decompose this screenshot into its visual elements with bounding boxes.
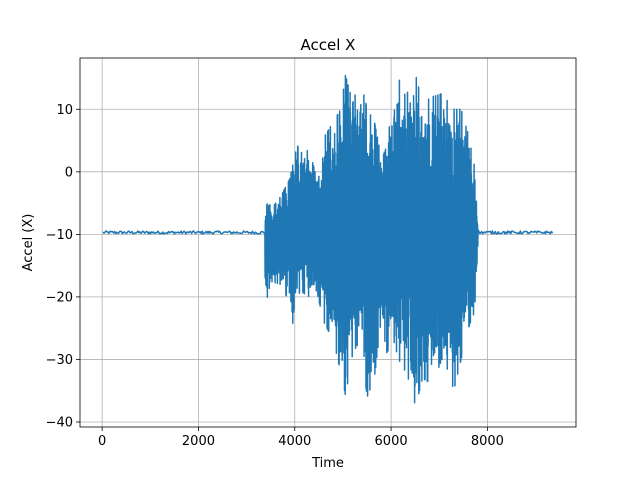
y-tick-label: 0 xyxy=(65,165,73,180)
y-tick-label: −20 xyxy=(46,290,73,305)
y-tick-label: 10 xyxy=(56,103,73,118)
series-layer xyxy=(102,74,554,404)
x-tick-label: 6000 xyxy=(375,434,408,449)
axes-frame xyxy=(79,57,577,428)
y-tick-label: −30 xyxy=(46,353,73,368)
y-tick-label: −10 xyxy=(46,228,73,243)
y-axis-label: Accel (X) xyxy=(21,214,36,272)
x-tick-label: 4000 xyxy=(278,434,311,449)
y-tick-label: −40 xyxy=(46,415,73,430)
y-axis-ticks: −40 −30 −20 −10 0 10 xyxy=(46,103,80,430)
x-tick-label: 8000 xyxy=(471,434,504,449)
x-axis-label: Time xyxy=(311,456,344,471)
chart-title: Accel X xyxy=(301,36,356,54)
x-axis-ticks: 0 2000 4000 6000 8000 xyxy=(98,427,504,449)
x-tick-label: 0 xyxy=(98,434,106,449)
x-tick-label: 2000 xyxy=(182,434,215,449)
accel-x-series-line xyxy=(102,74,554,404)
